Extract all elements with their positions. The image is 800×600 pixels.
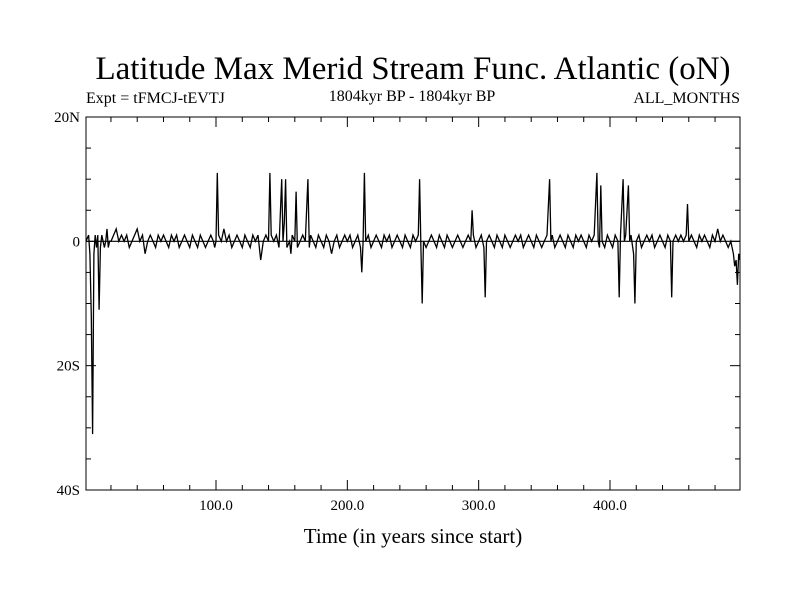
plot-frame <box>85 116 741 491</box>
x-tick-label: 100.0 <box>199 498 233 514</box>
y-tick-label: 0 <box>73 234 81 250</box>
y-tick-label: 20S <box>57 359 80 375</box>
experiment-label: Expt = tFMCJ-tEVTJ <box>86 90 225 107</box>
x-axis-label: Time (in years since start) <box>304 524 523 548</box>
season-label: ALL_MONTHS <box>633 90 740 107</box>
axis-ticks <box>86 117 740 490</box>
y-tick-label: 40S <box>57 483 80 499</box>
x-tick-label: 300.0 <box>462 498 496 514</box>
chart-title: Latitude Max Merid Stream Func. Atlantic… <box>95 51 730 87</box>
x-tick-label: 400.0 <box>593 498 627 514</box>
series-line <box>85 172 741 435</box>
x-tick-label: 200.0 <box>330 498 364 514</box>
period-label: 1804kyr BP - 1804kyr BP <box>329 88 496 105</box>
axis-tick-labels: 100.0 200.0 300.0 400.0 20N 0 20S 40S <box>54 110 627 514</box>
y-tick-label: 20N <box>54 110 80 126</box>
